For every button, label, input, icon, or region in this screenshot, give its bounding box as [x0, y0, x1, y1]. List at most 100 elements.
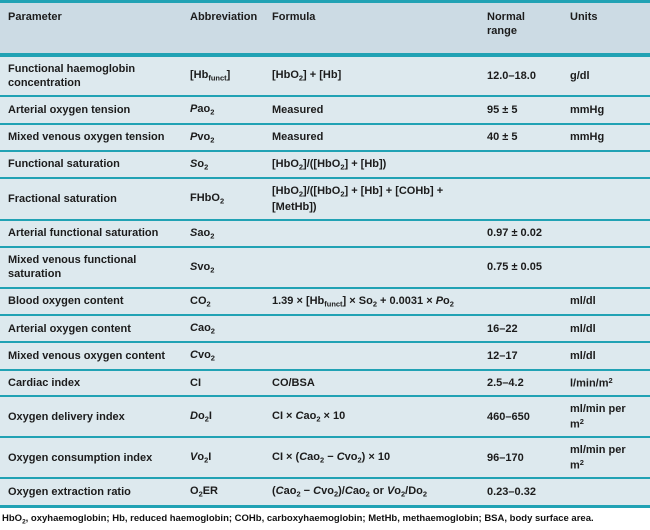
- cell-normal-range: 40 ± 5: [487, 131, 518, 144]
- column-header-normal-range-label: Normal range: [487, 11, 525, 38]
- cell-normal-range: 0.23–0.32: [487, 485, 536, 498]
- column-header-units-label: Units: [570, 11, 598, 23]
- cell-abbreviation: [Hbfunct]: [190, 69, 231, 83]
- cell-units: [562, 178, 650, 220]
- cell-abbreviation: Pvo2: [190, 130, 215, 145]
- text-segment-i: V: [190, 451, 198, 464]
- table-row: Functional saturation So2 [HbO2]/([HbO2]…: [0, 150, 650, 179]
- cell-formula: CI × (Cao2 − Cvo2) × 10: [272, 451, 391, 465]
- table-row: Arterial oxygen content Cao2 16–22 ml/dl: [0, 315, 650, 343]
- text-segment-sub: 2: [298, 73, 304, 83]
- cell-units: ml/dl: [570, 322, 596, 335]
- cell-units: [562, 151, 650, 178]
- text-segment-sub: 2: [357, 455, 362, 465]
- text-segment-sub: 2: [204, 162, 209, 172]
- text-segment-sup: 2: [579, 457, 584, 467]
- cell-normal-range: 0.97 ± 0.02: [487, 227, 542, 240]
- column-header-normal-range: Normal range: [479, 2, 562, 55]
- column-header-units: Units: [562, 2, 650, 55]
- text-segment-sub: 2: [210, 231, 215, 241]
- table-row: Fractional saturation FHbO2 [HbO2]/([HbO…: [0, 178, 650, 220]
- cell-parameter: Functional saturation: [8, 158, 120, 171]
- cell-parameter: Mixed venous oxygen content: [8, 349, 166, 362]
- cell-abbreviation: Sao2: [190, 226, 215, 241]
- cell-formula: Measured: [272, 103, 324, 116]
- cell-abbreviation: Do2I: [190, 410, 212, 424]
- table-header: Parameter Abbreviation Formula Normal ra…: [0, 1, 650, 55]
- cell-parameter: Arterial oxygen content: [8, 322, 131, 335]
- cell-abbreviation: Cao2: [190, 322, 215, 336]
- cell-units: mmHg: [570, 103, 605, 116]
- table-row: Arterial functional saturation Sao2 0.97…: [0, 219, 650, 248]
- cell-normal-range: [479, 151, 562, 178]
- text-segment-sub: 2: [298, 162, 304, 172]
- text-segment-sub: 2: [340, 162, 345, 172]
- text-segment-i: P: [435, 294, 444, 307]
- table-row: Functional haemoglobin concentration [Hb…: [0, 54, 650, 97]
- text-segment-i: P: [190, 103, 198, 116]
- cell-parameter: Arterial functional saturation: [8, 227, 159, 240]
- cell-normal-range: 0.75 ± 0.05: [487, 261, 542, 274]
- cell-parameter: Oxygen consumption index: [8, 451, 153, 464]
- text-segment-sub: 2: [296, 489, 301, 499]
- cell-normal-range: 2.5–4.2: [487, 376, 524, 389]
- cell-units: [562, 220, 650, 247]
- cell-formula: CI × Cao2 × 10: [272, 410, 346, 424]
- text-segment-sub: 2: [204, 455, 209, 465]
- text-segment-sub: 2: [422, 489, 428, 499]
- text-segment-sub: 2: [365, 489, 370, 499]
- column-header-parameter-label: Parameter: [8, 11, 62, 23]
- table-body: Functional haemoglobin concentration [Hb…: [0, 54, 650, 507]
- text-segment-i: C: [190, 349, 198, 362]
- table-row: Blood oxygen content CO2 1.39 × [Hbfunct…: [0, 287, 650, 316]
- text-segment-sub: 2: [401, 489, 406, 499]
- text-segment-sub: 2: [372, 299, 377, 309]
- cell-parameter: Mixed venous functional saturation: [8, 254, 137, 281]
- text-segment-sub: 2: [210, 353, 215, 363]
- text-segment-i: C: [344, 485, 353, 498]
- cell-formula: (Cao2 − Cvo2)/Cao2 or Vo2/Do2: [272, 485, 428, 499]
- text-segment-sub: 2: [298, 189, 304, 199]
- cell-abbreviation: Vo2I: [190, 451, 212, 465]
- cell-parameter: Mixed venous oxygen tension: [8, 131, 165, 144]
- column-header-abbreviation-label: Abbreviation: [190, 11, 258, 23]
- cell-abbreviation: FHbO2: [190, 192, 225, 206]
- cell-normal-range: 460–650: [487, 410, 530, 423]
- cell-formula: [HbO2]/([HbO2] + [Hb] + [COHb] + [MetHb]…: [272, 185, 444, 213]
- cell-formula: CO/BSA: [272, 376, 315, 389]
- header-row: Parameter Abbreviation Formula Normal ra…: [0, 1, 650, 55]
- text-segment-i: C: [299, 451, 308, 464]
- text-segment-i: C: [313, 485, 322, 498]
- cell-parameter: Cardiac index: [8, 376, 81, 389]
- cell-units: mmHg: [570, 131, 605, 144]
- cell-abbreviation: Cvo2: [190, 349, 215, 363]
- cell-formula: [HbO2] + [Hb]: [272, 69, 342, 83]
- cell-parameter: Blood oxygen content: [8, 295, 124, 308]
- cell-abbreviation: O2ER: [190, 485, 218, 499]
- text-segment-i: C: [336, 451, 345, 464]
- cell-formula: [264, 315, 479, 342]
- oxygen-parameters-table: Parameter Abbreviation Formula Normal ra…: [0, 0, 650, 507]
- text-segment-sub: funct: [208, 73, 227, 83]
- table-row: Oxygen consumption index Vo2I CI × (Cao2…: [0, 437, 650, 479]
- cell-parameter: Functional haemoglobin concentration: [8, 62, 136, 89]
- cell-normal-range: [479, 288, 562, 315]
- text-segment-sub: 2: [316, 414, 321, 424]
- cell-parameter: Arterial oxygen tension: [8, 103, 131, 116]
- cell-units: [562, 247, 650, 288]
- column-header-formula: Formula: [264, 2, 479, 55]
- table-row: Arterial oxygen tension Pao2 Measured 95…: [0, 96, 650, 124]
- text-segment-i: S: [190, 260, 198, 273]
- text-segment-sub: 2: [22, 517, 26, 525]
- cell-formula: [264, 220, 479, 247]
- cell-formula: 1.39 × [Hbfunct] × So2 + 0.0031 × Po2: [272, 294, 454, 309]
- text-segment-i: D: [190, 410, 198, 423]
- text-segment-sub: 2: [206, 299, 211, 309]
- cell-normal-range: 95 ± 5: [487, 103, 518, 116]
- text-segment-sub: 2: [320, 455, 325, 465]
- text-segment-sub: 2: [210, 265, 215, 275]
- text-segment-sub: 2: [210, 135, 215, 145]
- table-row: Cardiac index CI CO/BSA 2.5–4.2 l/min/m2: [0, 369, 650, 397]
- cell-formula: [264, 342, 479, 369]
